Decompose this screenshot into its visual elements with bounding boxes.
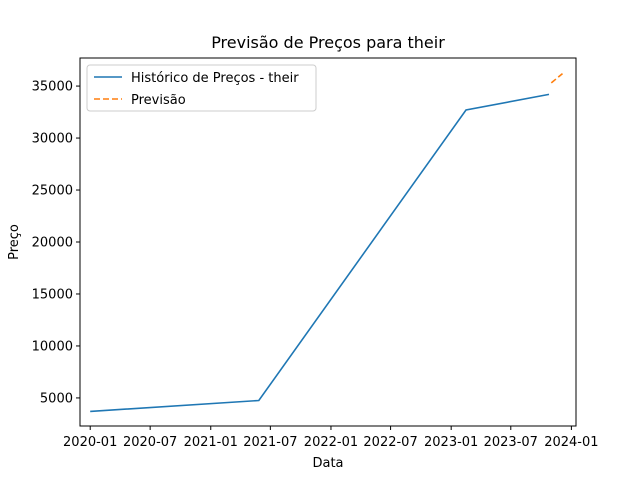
y-axis-label: Preço	[7, 224, 22, 260]
legend-label-2: Previsão	[131, 93, 186, 108]
x-tick-label: 2023-07	[484, 435, 538, 450]
legend-label-1: Histórico de Preços - their	[131, 71, 299, 86]
series-line-2	[550, 72, 564, 84]
x-tick-label: 2021-07	[243, 435, 297, 450]
chart-title: Previsão de Preços para their	[211, 33, 445, 52]
y-tick-label: 5000	[40, 391, 73, 406]
legend-box	[86, 64, 317, 112]
y-tick-label: 15000	[32, 287, 73, 302]
x-tick-label: 2024-01	[544, 435, 598, 450]
y-tick-label: 10000	[32, 339, 73, 354]
y-axis: 5000 10000 15000 20000 25000 30000 35000	[32, 80, 80, 406]
series-line-1	[90, 93, 550, 413]
y-tick-label: 20000	[32, 236, 73, 251]
x-tick-label: 2022-01	[304, 435, 358, 450]
y-tick-label: 25000	[32, 184, 73, 199]
x-tick-label: 2020-01	[63, 435, 117, 450]
x-tick-label: 2023-01	[424, 435, 478, 450]
legend: Histórico de Preços - their Previsão	[86, 64, 317, 112]
y-tick-label: 35000	[32, 80, 73, 95]
y-tick-label: 30000	[32, 132, 73, 147]
x-tick-label: 2020-07	[123, 435, 177, 450]
x-axis-label: Data	[312, 456, 343, 471]
plot-area	[90, 72, 564, 413]
x-axis: 2020-01 2020-07 2021-01 2021-07 2022-01 2022-…	[63, 426, 599, 450]
x-tick-label: 2021-01	[184, 435, 238, 450]
x-tick-label: 2022-07	[363, 435, 417, 450]
